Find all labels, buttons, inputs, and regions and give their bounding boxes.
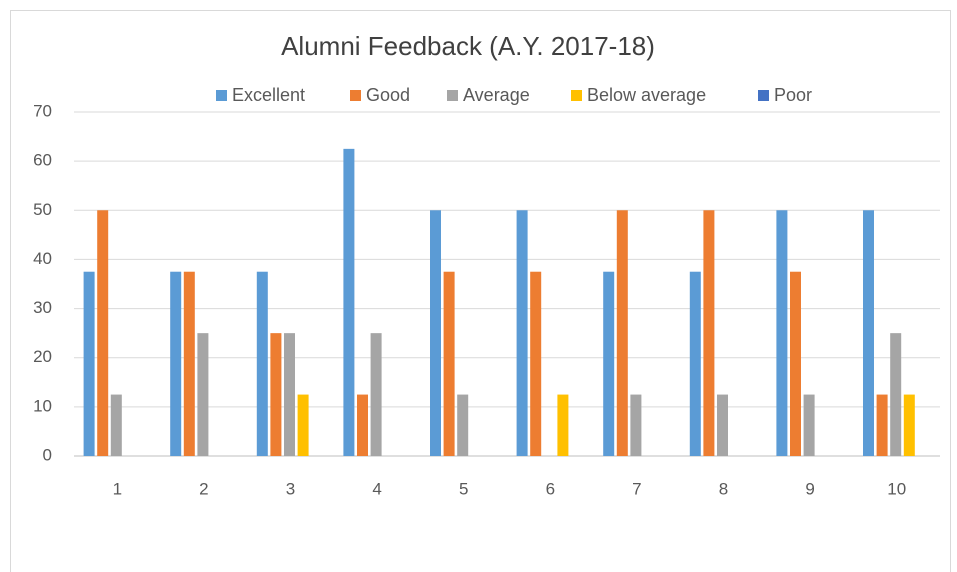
legend-label: Below average xyxy=(587,85,706,105)
y-tick-label: 10 xyxy=(33,396,52,415)
x-tick-label: 9 xyxy=(805,479,814,498)
bar xyxy=(270,333,282,456)
y-tick-label: 0 xyxy=(43,445,52,464)
y-tick-label: 60 xyxy=(33,151,52,170)
bar xyxy=(457,394,469,456)
bar xyxy=(790,271,801,456)
bar xyxy=(284,333,295,456)
legend-swatch xyxy=(758,90,769,101)
y-tick-label: 70 xyxy=(33,101,52,120)
x-tick-label: 3 xyxy=(286,479,295,498)
chart-title: Alumni Feedback (A.Y. 2017-18) xyxy=(281,31,655,61)
bar xyxy=(170,271,182,456)
bar xyxy=(557,394,569,456)
legend-label: Good xyxy=(366,85,410,105)
y-tick-label: 40 xyxy=(33,249,52,268)
bar xyxy=(776,210,788,456)
bar xyxy=(357,394,368,456)
bar xyxy=(903,394,915,456)
legend-label: Excellent xyxy=(232,85,305,105)
x-tick-label: 7 xyxy=(632,479,641,498)
x-tick-label: 10 xyxy=(887,479,906,498)
legend-label: Poor xyxy=(774,85,812,105)
legend-swatch xyxy=(350,90,361,101)
x-tick-label: 2 xyxy=(199,479,208,498)
bar xyxy=(630,394,642,456)
legend-swatch xyxy=(216,90,227,101)
bar xyxy=(890,333,902,456)
bar xyxy=(97,210,109,456)
bar xyxy=(183,271,195,456)
x-tick-label: 4 xyxy=(372,479,381,498)
bar xyxy=(516,210,528,456)
bar xyxy=(197,333,209,456)
bar xyxy=(530,271,542,456)
x-tick-label: 6 xyxy=(546,479,555,498)
bar xyxy=(876,394,888,456)
bar xyxy=(803,394,815,456)
legend-swatch xyxy=(571,90,582,101)
bar xyxy=(343,148,355,456)
bar xyxy=(603,271,615,456)
bar xyxy=(689,271,701,456)
bar xyxy=(616,210,628,456)
bar xyxy=(863,210,874,456)
bar xyxy=(443,271,455,456)
x-tick-label: 8 xyxy=(719,479,728,498)
bar xyxy=(297,394,309,456)
legend-swatch xyxy=(447,90,458,101)
bar xyxy=(370,333,382,456)
y-tick-label: 50 xyxy=(33,200,52,219)
bar xyxy=(430,210,441,456)
bar xyxy=(703,210,715,456)
y-tick-label: 20 xyxy=(33,347,52,366)
legend-label: Average xyxy=(463,85,530,105)
bar xyxy=(256,271,268,456)
bar xyxy=(83,271,95,456)
y-tick-label: 30 xyxy=(33,298,52,317)
x-tick-label: 1 xyxy=(113,479,122,498)
x-tick-label: 5 xyxy=(459,479,468,498)
bar xyxy=(110,394,122,456)
bar xyxy=(717,394,728,456)
